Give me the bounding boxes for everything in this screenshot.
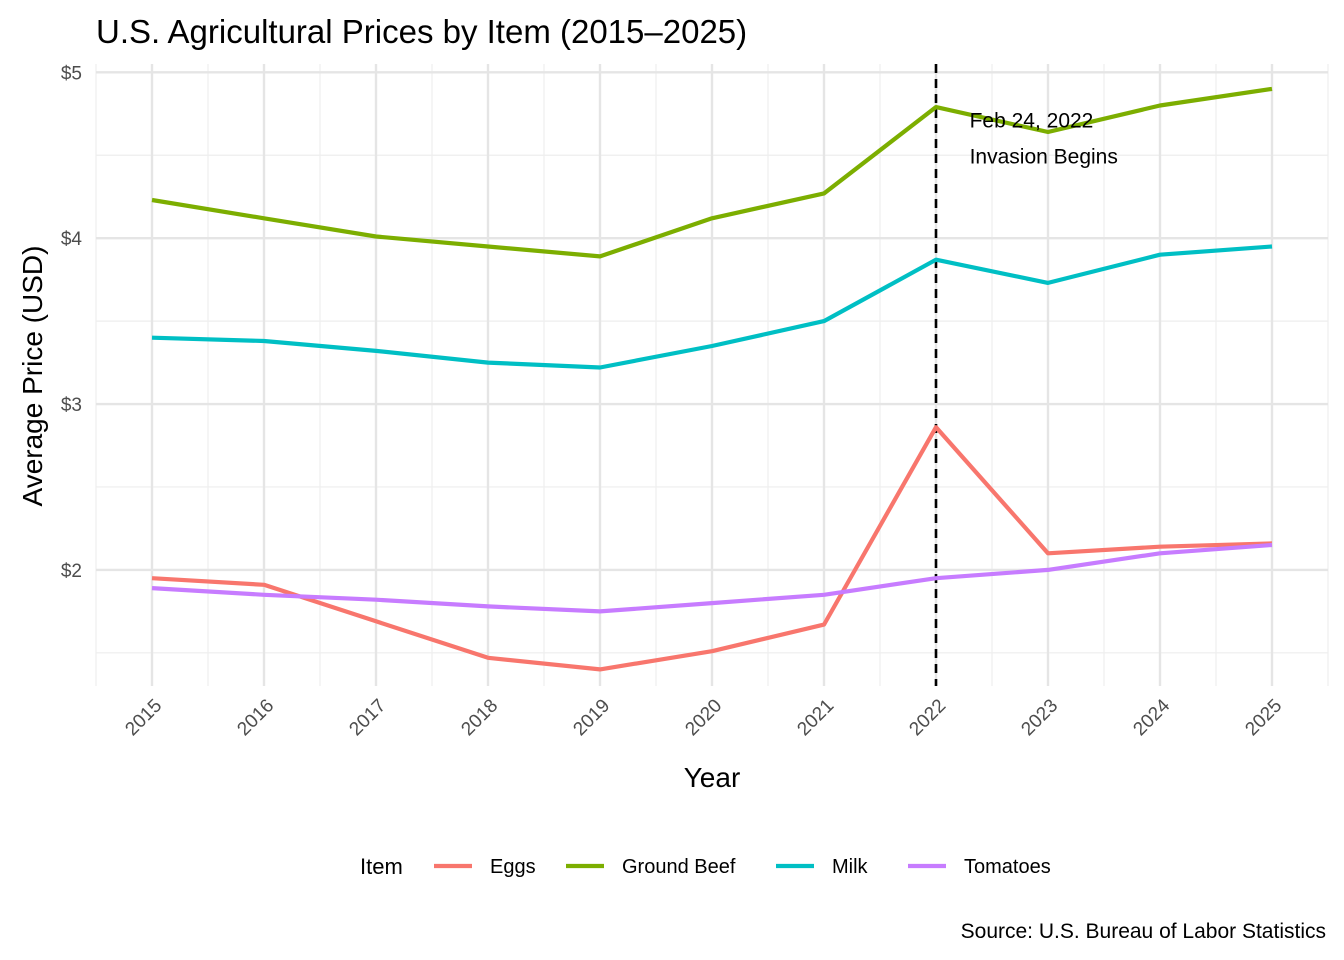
x-tick-label: 2024 <box>1129 695 1174 740</box>
y-tick-label: $3 <box>61 395 82 416</box>
series-layer <box>151 86 1273 672</box>
chart-caption: Source: U.S. Bureau of Labor Statistics <box>961 920 1326 943</box>
y-tick-label: $2 <box>61 561 82 582</box>
x-tick-label: 2018 <box>457 695 502 740</box>
annotation-text: Feb 24, 2022 <box>970 110 1094 133</box>
legend: Item Eggs Ground Beef Milk Tomatoes <box>360 854 1051 879</box>
y-tick-label: $5 <box>61 63 82 84</box>
x-tick-label: 2021 <box>793 695 838 740</box>
x-tick-label: 2017 <box>345 695 390 740</box>
legend-label: Milk <box>832 856 869 878</box>
x-tick-label: 2023 <box>1017 695 1062 740</box>
x-tick-label: 2025 <box>1241 695 1286 740</box>
x-tick-label: 2015 <box>121 695 166 740</box>
annotation-text: Invasion Begins <box>970 146 1118 169</box>
legend-label: Eggs <box>490 856 536 878</box>
y-axis-title: Average Price (USD) <box>17 246 48 507</box>
series-line-eggs <box>151 425 1273 672</box>
x-axis-title: Year <box>684 762 741 793</box>
legend-label: Tomatoes <box>964 856 1051 878</box>
chart-title: U.S. Agricultural Prices by Item (2015–2… <box>96 13 747 50</box>
x-tick-label: 2019 <box>569 695 614 740</box>
y-tick-label: $4 <box>61 229 83 250</box>
legend-label: Ground Beef <box>622 856 736 878</box>
series-line-ground-beef <box>151 86 1273 259</box>
x-tick-label: 2020 <box>681 695 726 740</box>
annotation-text-layer: Feb 24, 2022 Invasion Begins <box>970 110 1118 169</box>
x-tick-label: 2022 <box>905 695 950 740</box>
chart-grid <box>95 64 1329 686</box>
x-tick-label: 2016 <box>233 695 278 740</box>
y-axis-ticks: $2 $3 $4 $5 <box>61 63 83 582</box>
x-axis-ticks: 2015 2016 2017 2018 2019 2020 2021 2022 2023 2024… <box>121 695 1286 740</box>
series-line-tomatoes <box>151 542 1273 614</box>
legend-title: Item <box>360 854 403 879</box>
series-line-milk <box>151 244 1273 370</box>
